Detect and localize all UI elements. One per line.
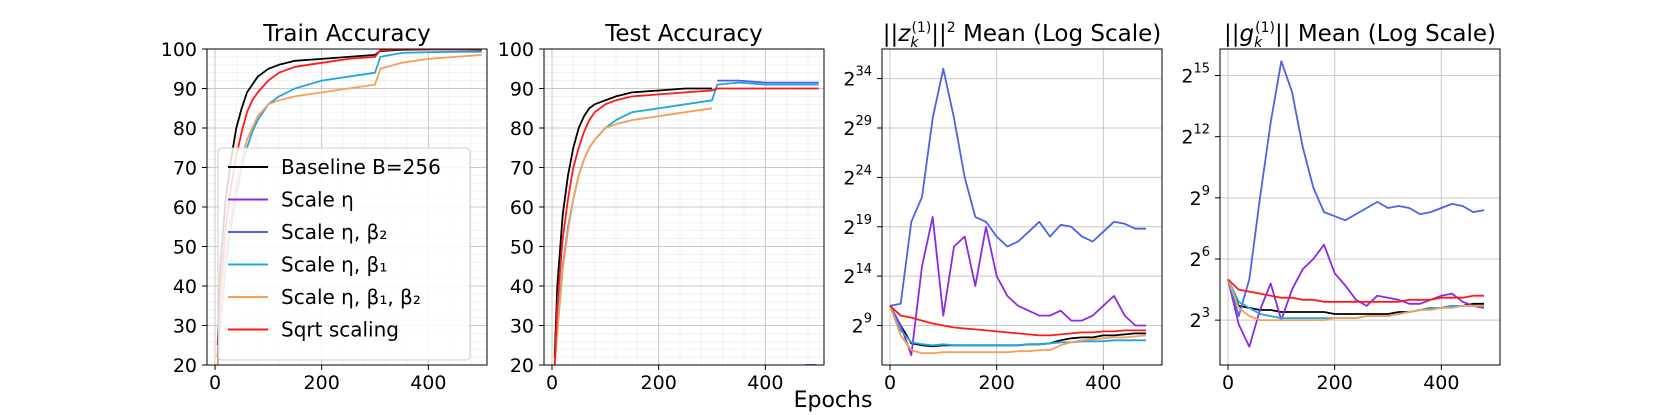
chart-title: Test Accuracy [604,21,763,47]
y-tick-label: 80 [510,118,534,140]
series-sqrt-scaling [553,87,819,365]
chart-4: 0 200 400 23 26 29 212 215 ||gk(1)|| Mean (Log S… [1181,20,1501,394]
y-tick-label: 60 [510,197,534,219]
series-scale [889,305,1146,347]
y-tick-label: 29 [852,312,872,338]
x-tick-label: 400 [1423,372,1459,394]
series-scale [717,79,819,84]
series-scale [1227,60,1485,318]
y-tick-label: 30 [173,316,197,338]
series-layer [1227,60,1485,348]
x-tick-label: 400 [410,372,446,394]
x-tick-label: 200 [1317,372,1353,394]
chart-2: 0 200 400 20 30 40 50 60 70 80 90 100 Test Accuracy [498,21,825,394]
y-tick-label: 90 [173,79,197,101]
y-tick-label: 26 [1190,245,1210,271]
y-tick-label: 100 [161,39,197,61]
series-scale [553,107,713,365]
x-tick-label: 200 [304,372,340,394]
legend: Baseline B=256 Scale η Scale η, β₂ Scale η,… [217,147,471,361]
legend-box [217,147,471,361]
y-tick-label: 20 [173,355,197,377]
chart-title: Train Accuracy [262,21,431,47]
legend-label-6: Sqrt scaling [281,318,399,342]
y-tick-label: 60 [173,197,197,219]
y-tick-label: 70 [173,158,197,180]
chart-3: 0 200 400 29 214 219 224 229 234 ||zk(1)||2 Mean … [843,20,1163,394]
y-tick-label: 224 [843,163,872,189]
series-scale [1227,243,1485,348]
y-tick-label: 234 [843,65,872,91]
x-tick-label: 0 [1222,372,1234,394]
x-tick-label: 0 [546,372,558,394]
legend-label-1: Baseline B=256 [281,155,441,179]
y-tick-label: 219 [843,213,872,239]
y-tick-label: 215 [1181,62,1210,88]
legend-label-4: Scale η, β₁ [281,253,387,277]
y-tick-label: 100 [498,39,534,61]
y-tick-label: 30 [510,316,534,338]
chart-title: ||gk(1)|| Mean (Log Scale) [1224,20,1496,51]
chart-1: 0 200 400 20 30 40 50 60 70 80 90 100 Train Accuracy… [161,21,488,394]
series-sqrt-scaling [1227,278,1484,303]
series-scale [1227,279,1484,322]
series-layer [889,67,1147,357]
series-baseline-b-256 [1227,279,1484,315]
series-scale [889,215,1146,357]
x-tick-label: 200 [641,372,677,394]
x-tick-label: 400 [1085,372,1121,394]
y-tick-label: 40 [510,276,534,298]
y-tick-label: 229 [843,114,872,140]
y-tick-label: 50 [510,237,534,259]
plot-frame [881,48,1163,366]
x-tick-label: 400 [747,372,783,394]
y-tick-label: 40 [173,276,197,298]
legend-label-5: Scale η, β₁, β₂ [281,285,421,309]
series-scale [889,67,1146,307]
plot-frame [1219,48,1501,366]
y-tick-label: 90 [510,79,534,101]
y-tick-label: 80 [173,118,197,140]
series-scale [889,305,1147,355]
y-tick-label: 23 [1190,306,1210,332]
y-tick-label: 50 [173,237,197,259]
y-tick-label: 29 [1190,184,1210,210]
y-tick-label: 212 [1181,123,1210,149]
x-tick-label: 0 [209,372,221,394]
series-sqrt-scaling [889,305,1146,337]
series-layer [553,79,819,365]
series-scale [553,81,819,365]
x-axis-label: Epochs [794,388,873,413]
x-tick-label: 200 [979,372,1015,394]
series-baseline-b-256 [553,87,712,358]
y-tick-label: 20 [510,355,534,377]
y-tick-label: 214 [843,262,872,288]
legend-label-3: Scale η, β₂ [281,220,387,244]
chart-title: ||zk(1)||2 Mean (Log Scale) [883,20,1161,51]
legend-label-2: Scale η [281,188,354,212]
y-tick-label: 70 [510,158,534,180]
x-tick-label: 0 [884,372,896,394]
